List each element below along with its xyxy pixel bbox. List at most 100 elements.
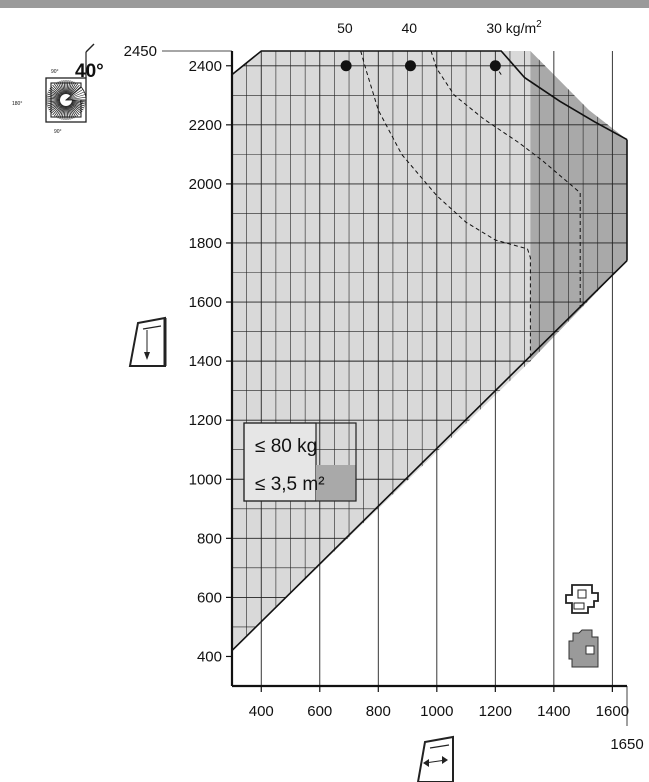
sunburst-ray [57,105,64,119]
x-tick-label: 800 [366,703,391,720]
sunburst-ray [71,100,86,103]
annotation-weight: ≤ 80 kg [255,436,317,457]
sunburst-ray [48,102,62,111]
window-profile-icon [565,584,599,614]
wedge-ray [65,96,86,101]
sunburst-ray [46,97,61,100]
sunburst-ray [66,105,71,120]
y-tick-label: 1400 [189,353,222,370]
sunburst-ray [61,105,66,120]
weight-marker [489,60,501,72]
sunburst-ray [69,104,80,116]
sunburst-ray [57,81,64,95]
sunburst-ray [66,105,69,120]
sunburst-ray [69,84,80,96]
lower-boundary [231,260,628,652]
weight-line [360,50,531,362]
y-tick-label: 600 [197,589,222,606]
y-tick-label: 1200 [189,412,222,429]
weight-marker [340,60,352,72]
y-tick-label: 800 [197,530,222,547]
sunburst-ray [68,105,75,119]
chart-boundary [231,50,628,652]
wedge-ray [65,86,82,101]
angle-sunburst-icon [46,80,87,120]
sunburst-ray [46,93,61,99]
wedge-ray [65,89,84,101]
light-region [232,51,531,651]
sunburst-ray [70,103,83,113]
sunburst-ray [63,105,66,120]
sunburst-ray [71,101,86,107]
annotation-box: ≤ 80 kg ≤ 3,5 m² [243,422,357,502]
sunburst-ray [50,86,62,97]
angle-tick-right: 0° [80,100,85,106]
wedge-ray [65,94,86,101]
sunburst-ray [61,80,66,95]
sunburst-ray [71,100,86,105]
weight-label: 40 [401,20,417,36]
x-tick-label: 1000 [420,703,453,720]
sunburst-ray [48,89,62,98]
y-tick-label: 1000 [189,471,222,488]
weight-lines: 50 40 30 kg/m2 [337,19,581,362]
sunburst-ray [46,100,61,103]
y-tick-label: 2200 [189,117,222,134]
y-tick-label: 1600 [189,294,222,311]
frame-profile-icon [568,629,599,668]
y-tick-label: 1800 [189,235,222,252]
weight-label: 50 [337,20,353,36]
x-tick-label: 1200 [479,703,512,720]
angle-tick-bottom: 90° [54,129,62,135]
angle-tick-left: 180° [12,101,22,107]
sunburst-ray [52,104,63,116]
top-bar [0,0,649,8]
sunburst-ray [49,87,62,97]
sunburst-ray [70,102,84,111]
sunburst-ray [69,104,79,117]
sunburst-ray [52,84,63,96]
weight-label-superscript: 2 [536,19,542,30]
sunburst-ray [55,104,64,118]
opening-angle-icon: 40° 90° 180° 0° 90° [12,43,104,135]
angle-tick-top: 90° [51,69,59,75]
sunburst-ray [68,81,75,95]
tick-labels: 400 600 800 1000 1200 1400 1600 1800 2000 2200 240… [124,43,644,753]
opening-angle-label: 40° [75,61,104,82]
sunburst-ray [59,105,65,120]
annotation-box-light [243,422,317,502]
upper-boundary [231,50,628,141]
x-tick-label: 1400 [537,703,570,720]
sunburst-ray [50,103,62,114]
sunburst-ray [66,80,69,95]
sunburst-ray [53,83,63,96]
y-tick-label: 2400 [189,58,222,75]
sunburst-ray [63,80,66,95]
sunburst-ray [66,80,71,95]
sunburst-ray [68,82,77,96]
chart-axes [162,50,628,726]
y-extra-tick-label: 2450 [124,43,157,60]
annotation-area: ≤ 3,5 m² [255,474,325,495]
x-extra-tick-label: 1650 [610,736,643,753]
sunburst-ray [70,103,82,114]
x-tick-label: 1600 [596,703,629,720]
sunburst-ray [53,104,63,117]
sunburst-ray [46,95,61,100]
weight-label: 30 kg/m2 [486,19,542,36]
sunburst-ray [47,91,61,98]
sunburst-ray [68,104,77,118]
annotation-box-dark [316,465,356,501]
y-tick-label: 400 [197,648,222,665]
y-tick-label: 2000 [189,176,222,193]
x-tick-label: 400 [249,703,274,720]
sunburst-ray [46,101,61,107]
annotation-box-border [243,422,357,502]
window-width-icon [416,735,454,782]
sunburst-ray [69,83,79,96]
window-height-icon [128,316,167,367]
wedge-ray [65,91,85,101]
chart-regions [232,51,627,651]
sunburst-ray [49,103,62,113]
